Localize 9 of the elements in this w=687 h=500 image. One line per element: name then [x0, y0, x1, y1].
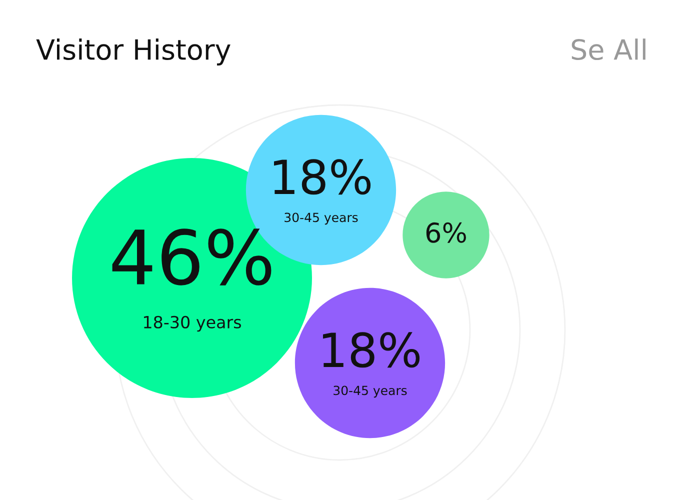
text: Visitor History [36, 38, 230, 66]
data-label: 46% [112, 228, 272, 286]
data-label: 6% [426, 222, 466, 243]
data-label: 18% [274, 159, 371, 195]
data-label: 18% [323, 332, 420, 368]
category-label: 18-30 years [144, 316, 241, 332]
category-label: 30-45 years [284, 212, 358, 225]
text: Se All [572, 38, 646, 60]
category-label: 30-45 years [334, 386, 407, 398]
